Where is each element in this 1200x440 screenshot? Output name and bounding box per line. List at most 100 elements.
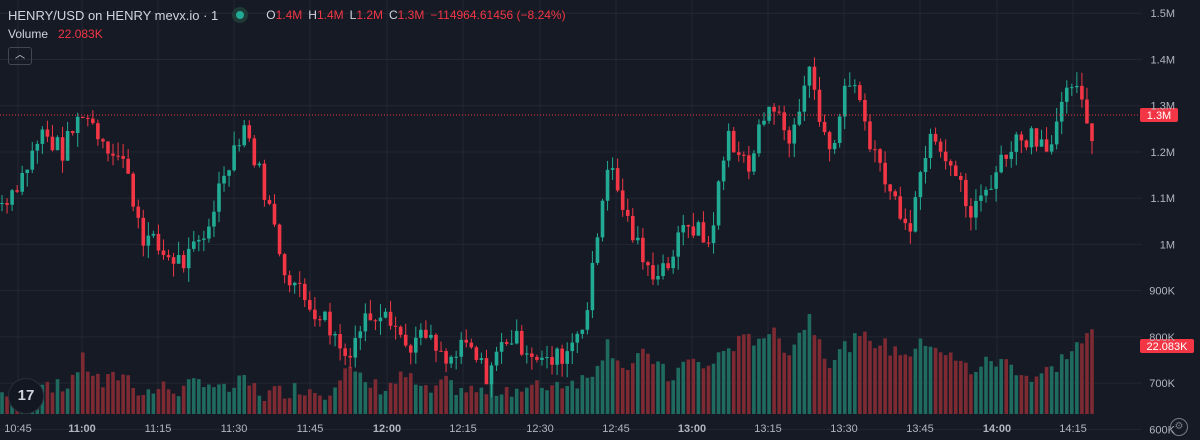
candle-body bbox=[45, 129, 50, 137]
candle-body bbox=[943, 151, 948, 162]
volume-bar bbox=[646, 353, 650, 414]
candle-body bbox=[333, 334, 337, 336]
candle-body bbox=[1004, 154, 1009, 159]
volume-bar bbox=[272, 386, 277, 414]
candle-body bbox=[166, 255, 171, 258]
candle-body bbox=[15, 190, 19, 192]
candle-body bbox=[237, 145, 241, 147]
candle-body bbox=[429, 334, 433, 338]
volume-legend[interactable]: Volume 22.083K bbox=[8, 27, 103, 41]
volume-bar bbox=[661, 363, 665, 414]
volume-bar bbox=[449, 380, 453, 414]
volume-bar bbox=[792, 344, 797, 414]
volume-bar bbox=[297, 394, 302, 414]
candle-body bbox=[434, 334, 438, 351]
volume-bar bbox=[439, 379, 443, 414]
candle-body bbox=[5, 203, 9, 205]
volume-bar bbox=[257, 395, 262, 414]
candle-body bbox=[812, 66, 817, 90]
candle-body bbox=[918, 172, 923, 198]
volume-bar bbox=[434, 385, 438, 414]
candle-body bbox=[308, 300, 312, 310]
volume-bar bbox=[313, 392, 317, 414]
volume-bar bbox=[812, 335, 817, 414]
candle-body bbox=[636, 237, 640, 241]
volume-bar bbox=[186, 379, 191, 414]
candle-body bbox=[439, 350, 443, 352]
candle-body bbox=[610, 168, 615, 170]
candle-body bbox=[136, 206, 141, 218]
volume-bar bbox=[782, 352, 786, 414]
candle-body bbox=[494, 351, 499, 366]
gear-icon[interactable]: ⚙ bbox=[1170, 418, 1188, 436]
candle-body bbox=[146, 235, 151, 246]
candle-body bbox=[424, 329, 428, 338]
volume-bar bbox=[60, 391, 65, 414]
volume-bar bbox=[757, 338, 761, 414]
volume-bar bbox=[994, 366, 998, 414]
change-value: −114964.61456 (−8.24%) bbox=[430, 8, 566, 22]
volume-bar bbox=[136, 395, 141, 414]
candle-body bbox=[1070, 87, 1074, 89]
volume-bar bbox=[1029, 381, 1034, 414]
high-value: 1.4M bbox=[316, 8, 344, 22]
volume-bar bbox=[701, 368, 706, 414]
candle-body bbox=[408, 345, 413, 353]
candle-body bbox=[318, 319, 322, 321]
candle-body bbox=[444, 351, 448, 364]
volume-bar bbox=[514, 388, 519, 414]
price-tick-label: 600K bbox=[1149, 424, 1175, 436]
volume-bar bbox=[1044, 366, 1049, 414]
candle-body bbox=[378, 317, 383, 322]
volume-bar bbox=[161, 381, 166, 414]
volume-bar bbox=[373, 379, 378, 414]
symbol-title[interactable]: HENRY/USD on HENRY mevx.io · 1 bbox=[8, 7, 219, 23]
candle-body bbox=[1039, 139, 1044, 147]
price-tick-label: 1.4M bbox=[1151, 54, 1175, 66]
chevron-up-icon[interactable]: ︿ bbox=[8, 47, 32, 65]
price-tick-label: 1.1M bbox=[1151, 193, 1175, 205]
volume-bar bbox=[308, 389, 312, 414]
candles bbox=[0, 57, 1094, 398]
time-axis[interactable]: 10:45 11:00 11:15 11:30 11:45 12:00 12:15 12:30… bbox=[4, 423, 1087, 435]
volume-bar bbox=[716, 352, 721, 414]
volume-bar bbox=[474, 392, 479, 414]
candle-body bbox=[923, 157, 928, 173]
volume-bar bbox=[1009, 364, 1014, 414]
close-value: 1.3M bbox=[397, 8, 425, 22]
volume-bar bbox=[560, 388, 564, 414]
candle-body bbox=[40, 129, 45, 144]
candle-body bbox=[560, 348, 564, 364]
tradingview-logo-icon[interactable]: 17 bbox=[8, 378, 44, 414]
price-axis[interactable]: 1.5M 1.4M 1.3M 1.2M 1.1M 1M 900K 800K 700K 600K bbox=[1149, 8, 1175, 436]
candle-body bbox=[383, 311, 388, 318]
volume-bar bbox=[827, 368, 832, 414]
candle-body bbox=[570, 342, 575, 352]
candle-body bbox=[545, 357, 549, 359]
low-label: L bbox=[349, 8, 357, 22]
volume-bar bbox=[65, 388, 70, 414]
candle-body bbox=[454, 356, 458, 358]
candle-body bbox=[777, 111, 781, 113]
candle-body bbox=[701, 222, 706, 243]
volume-bar bbox=[742, 334, 746, 414]
volume-bar bbox=[837, 349, 842, 414]
volume-bar bbox=[807, 314, 812, 414]
candle-body bbox=[721, 160, 726, 182]
volume-bar bbox=[630, 363, 635, 414]
candle-body bbox=[413, 337, 418, 353]
candle-body bbox=[575, 333, 580, 343]
volume-bar bbox=[736, 335, 741, 414]
candle-body bbox=[858, 85, 862, 100]
candle-body bbox=[363, 313, 368, 332]
candle-body bbox=[106, 141, 110, 154]
candle-body bbox=[747, 155, 751, 172]
volume-bar bbox=[444, 375, 448, 414]
candle-body bbox=[176, 254, 181, 264]
volume-bar bbox=[121, 374, 125, 414]
candle-body bbox=[252, 138, 257, 166]
candle-body bbox=[837, 116, 842, 143]
candle-body bbox=[933, 133, 938, 142]
volume-bar bbox=[656, 361, 660, 414]
